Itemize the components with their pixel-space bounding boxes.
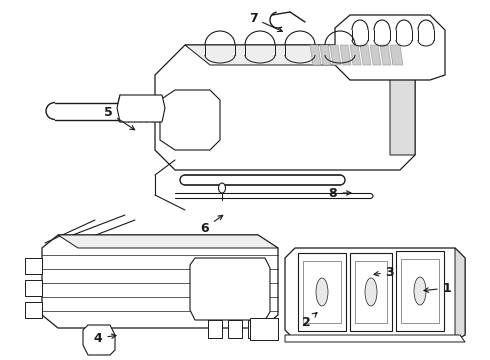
Text: 4: 4 [94,332,116,345]
Polygon shape [320,45,331,65]
Polygon shape [285,248,465,340]
Ellipse shape [316,278,328,306]
Polygon shape [117,95,165,122]
Polygon shape [401,259,439,323]
Polygon shape [455,248,465,340]
Text: 7: 7 [248,12,282,32]
Polygon shape [390,45,393,65]
Polygon shape [396,251,444,331]
Text: 3: 3 [374,266,394,279]
Polygon shape [25,280,42,296]
Polygon shape [248,320,262,338]
Polygon shape [340,45,351,65]
Polygon shape [190,258,270,320]
Polygon shape [355,261,387,323]
Polygon shape [285,335,465,342]
Polygon shape [310,45,321,65]
Polygon shape [390,45,415,155]
Polygon shape [155,45,415,170]
Ellipse shape [365,278,377,306]
Polygon shape [350,253,392,331]
Polygon shape [25,302,42,318]
Polygon shape [228,320,242,338]
Polygon shape [58,235,278,248]
Text: 2: 2 [302,312,317,328]
Ellipse shape [414,277,426,305]
Polygon shape [303,261,341,323]
Text: 6: 6 [201,215,223,234]
Polygon shape [298,253,346,331]
Polygon shape [83,325,115,355]
Polygon shape [42,235,278,328]
Polygon shape [330,45,341,65]
Polygon shape [350,45,361,65]
Polygon shape [25,258,42,274]
Ellipse shape [219,183,225,193]
Polygon shape [160,90,220,150]
Polygon shape [250,318,278,340]
Polygon shape [335,15,445,80]
Polygon shape [390,45,403,65]
Polygon shape [370,45,381,65]
Polygon shape [208,320,222,338]
Polygon shape [360,45,371,65]
Polygon shape [185,45,415,65]
Text: 8: 8 [329,186,351,199]
Text: 1: 1 [424,282,451,294]
Text: 5: 5 [103,105,135,130]
Polygon shape [380,45,391,65]
